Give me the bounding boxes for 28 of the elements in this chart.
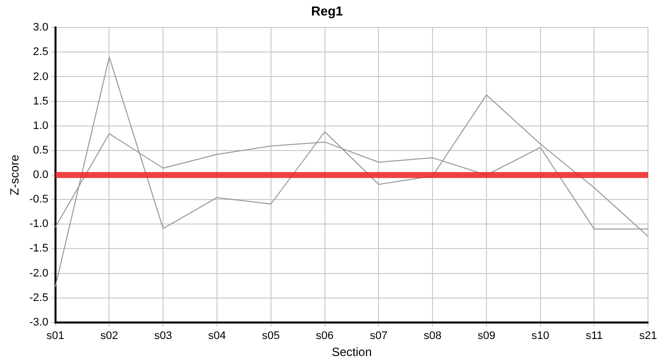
- x-tick-label: s10: [531, 330, 550, 342]
- y-tick-label: 0.0: [33, 169, 48, 182]
- chart-title: Reg1: [311, 3, 343, 18]
- x-tick-label: s09: [478, 330, 496, 342]
- y-tick-label: 1.5: [33, 95, 48, 108]
- x-tick-label: s21: [639, 330, 658, 342]
- x-tick-label: s05: [262, 330, 280, 342]
- x-tick-label: s04: [208, 330, 226, 342]
- x-axis-title: Section: [332, 345, 372, 360]
- x-tick-label: s02: [100, 330, 118, 342]
- x-tick-label: s06: [316, 330, 334, 342]
- x-tick-label: s11: [586, 330, 603, 342]
- y-tick-label: 2.0: [33, 70, 48, 83]
- y-tick-label: 1.0: [33, 120, 48, 132]
- y-tick-label: -3.0: [29, 316, 48, 328]
- y-tick-label: -1.5: [29, 242, 48, 255]
- y-tick-label: -0.5: [29, 194, 48, 206]
- y-tick-label: 0.5: [33, 144, 48, 156]
- x-tick-label: s01: [46, 330, 64, 342]
- y-tick-label: -2.5: [29, 292, 48, 304]
- y-tick-label: 2.5: [33, 46, 48, 58]
- x-tick-label: s08: [424, 330, 442, 342]
- y-tick-label: 3.0: [33, 22, 48, 34]
- x-tick-label: s07: [370, 330, 388, 342]
- y-axis-title: Z-score: [8, 154, 22, 196]
- x-tick-label: s03: [154, 330, 172, 342]
- y-tick-label: -1.0: [29, 218, 48, 230]
- y-tick-label: -2.0: [29, 267, 48, 280]
